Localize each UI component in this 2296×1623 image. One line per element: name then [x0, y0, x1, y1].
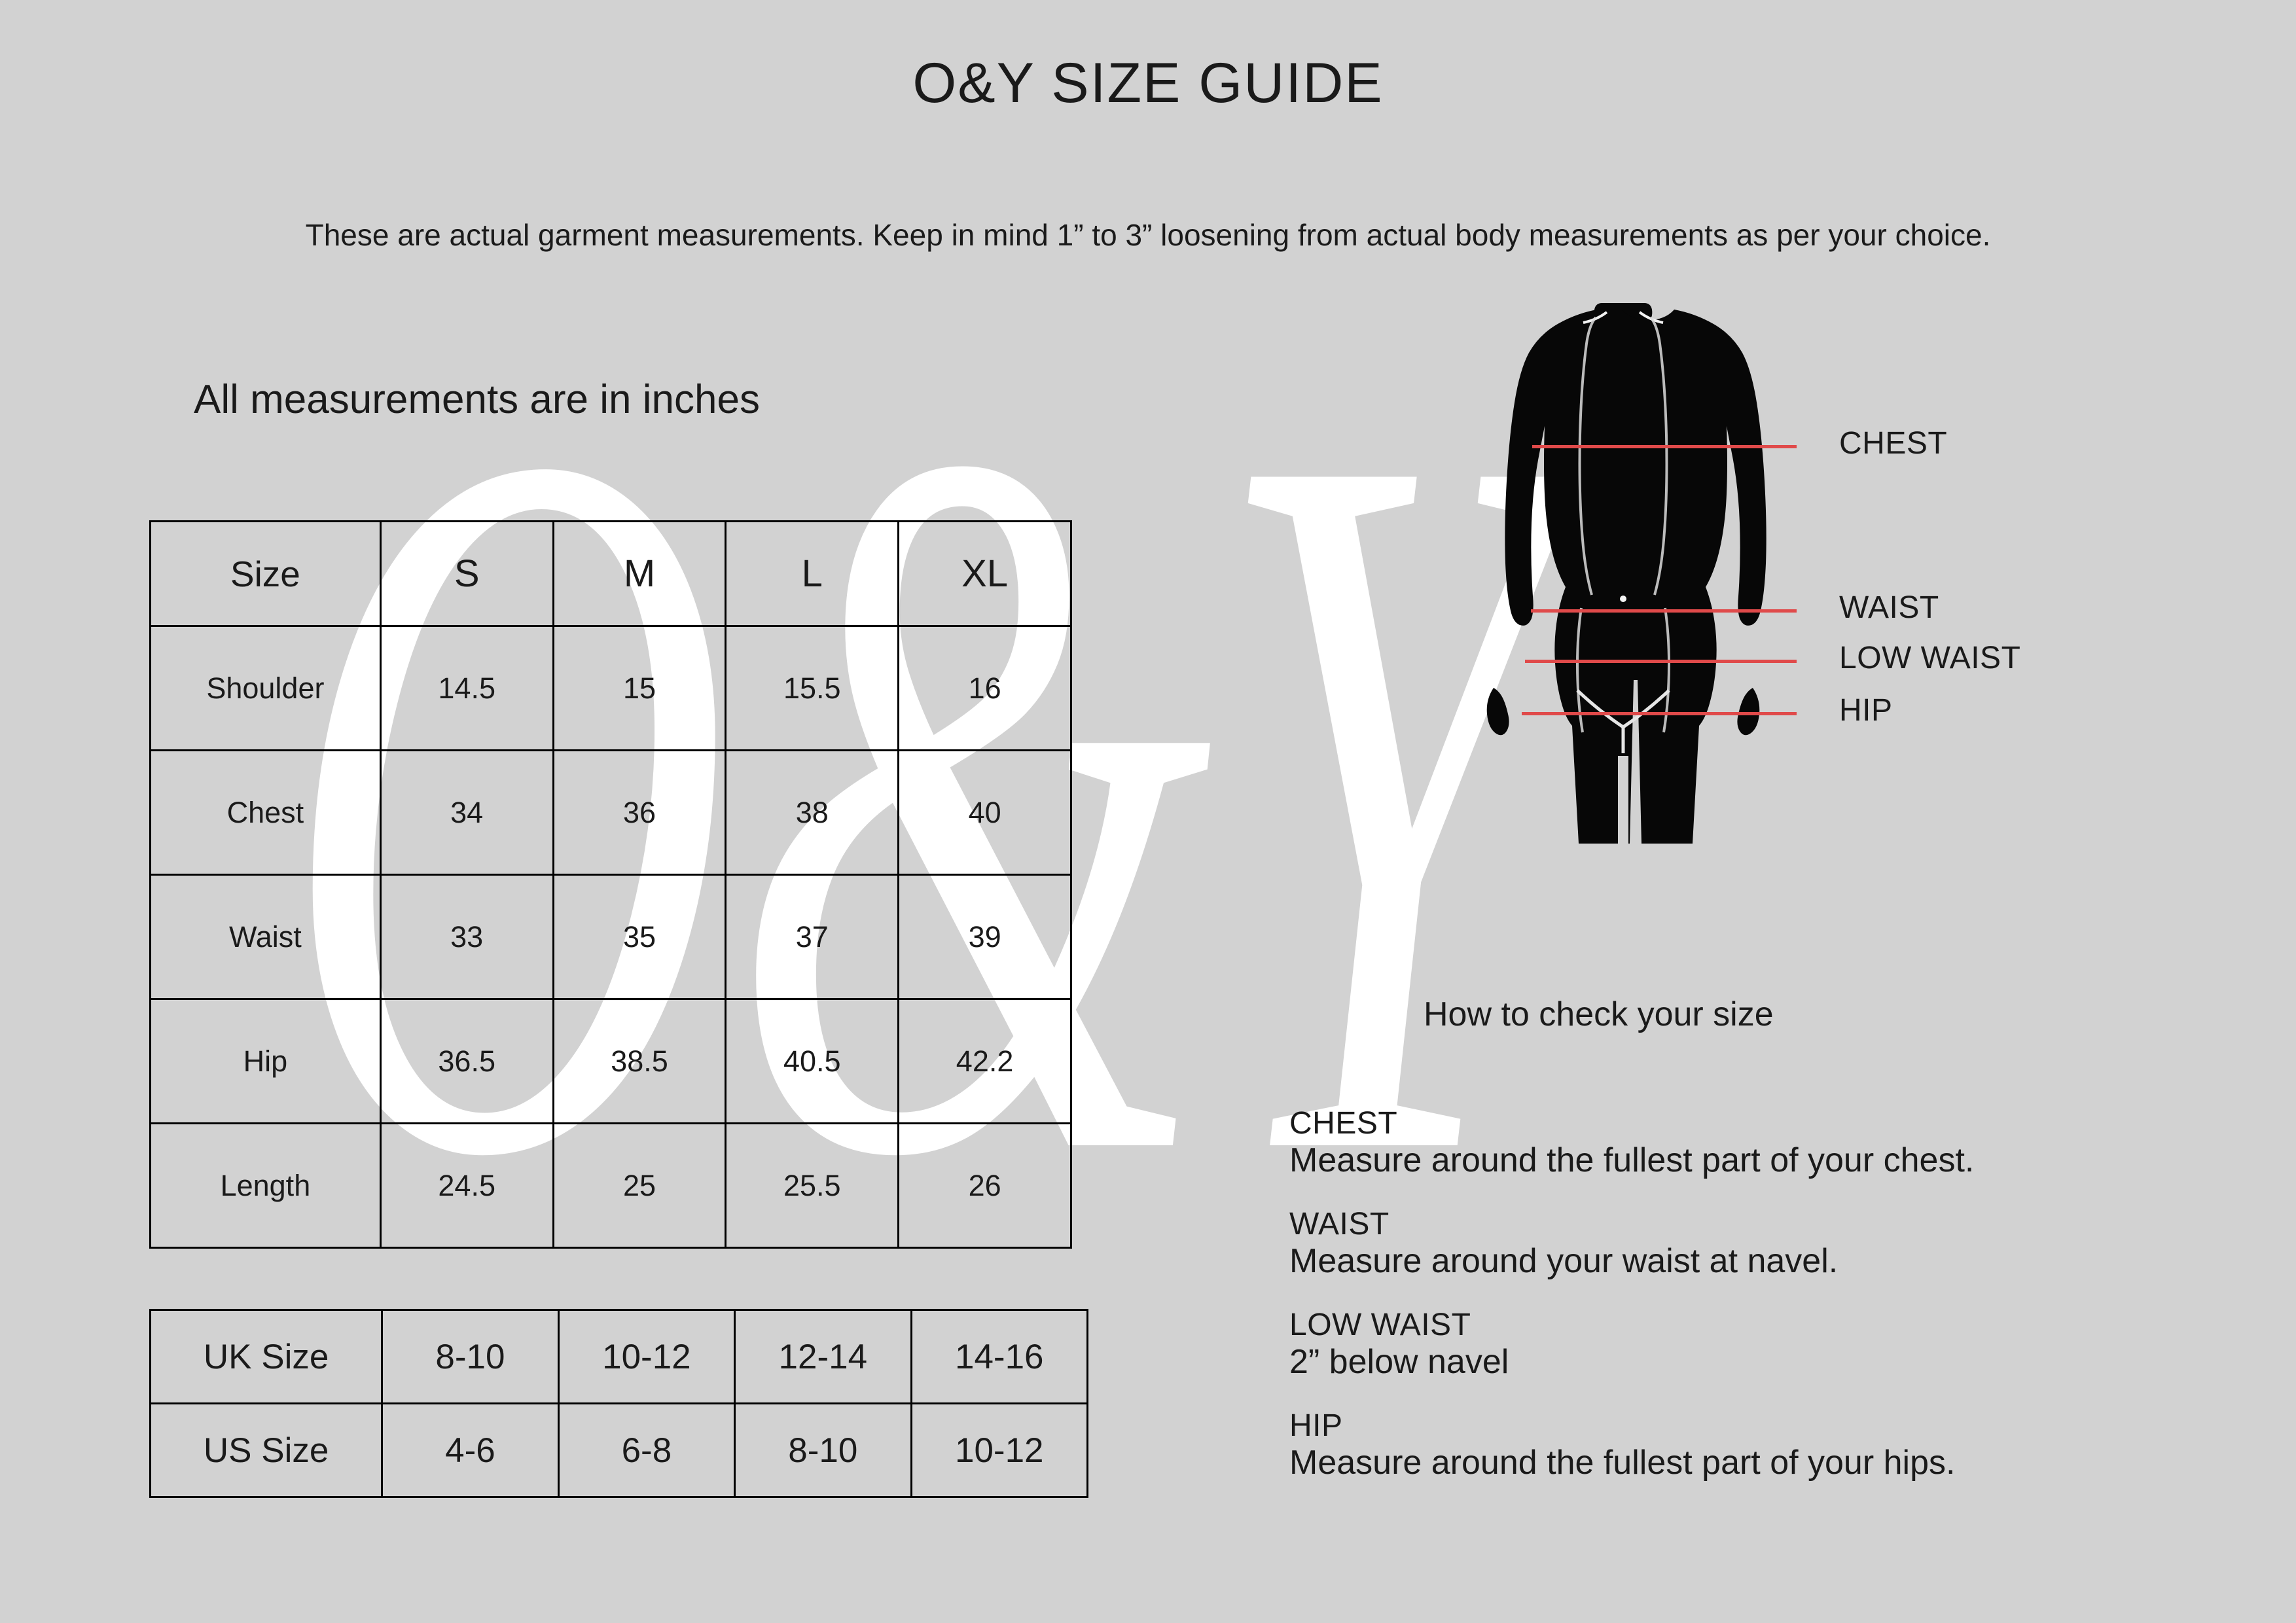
cell-us-s: 4-6 [381, 1402, 560, 1498]
cell-shoulder-s: 14.5 [379, 625, 554, 751]
cell-shoulder-xl: 16 [897, 625, 1072, 751]
howto-list: CHEST Measure around the fullest part of… [1289, 1106, 2271, 1509]
howto-term-waist: WAIST [1289, 1206, 1390, 1241]
table-header-row: Size S M L XL [149, 520, 1072, 627]
table-row: Hip 36.5 38.5 40.5 42.2 [149, 998, 1072, 1124]
cell-length-s: 24.5 [379, 1122, 554, 1249]
callout-label-low-waist: LOW WAIST [1839, 641, 2021, 675]
cell-hip-xl: 42.2 [897, 998, 1072, 1124]
row-label-us-size: US Size [149, 1402, 384, 1498]
cell-uk-xl: 14-16 [910, 1309, 1089, 1404]
row-label-chest: Chest [149, 749, 382, 876]
howto-title: How to check your size [1424, 995, 1774, 1033]
cell-us-m: 6-8 [557, 1402, 736, 1498]
cell-shoulder-l: 15.5 [725, 625, 900, 751]
cell-hip-s: 36.5 [379, 998, 554, 1124]
region-size-table: UK Size 8-10 10-12 12-14 14-16 US Size 4… [149, 1309, 1089, 1498]
table-row: Chest 34 36 38 40 [149, 749, 1072, 876]
cell-waist-m: 35 [552, 874, 727, 1000]
cell-chest-m: 36 [552, 749, 727, 876]
hip-measure-line [1522, 712, 1797, 715]
intro-text: These are actual garment measurements. K… [305, 218, 1991, 252]
column-header-m: M [552, 520, 727, 627]
callout-label-chest: CHEST [1839, 426, 1948, 461]
cell-length-xl: 26 [897, 1122, 1072, 1249]
howto-desc-chest: Measure around the fullest part of your … [1289, 1141, 1975, 1179]
row-label-waist: Waist [149, 874, 382, 1000]
column-header-size: Size [149, 520, 382, 627]
column-header-s: S [379, 520, 554, 627]
table-row: Length 24.5 25 25.5 26 [149, 1122, 1072, 1249]
waist-measure-line [1531, 609, 1797, 613]
cell-us-l: 8-10 [734, 1402, 912, 1498]
howto-item-hip: HIP Measure around the fullest part of y… [1289, 1408, 2271, 1482]
cell-waist-s: 33 [379, 874, 554, 1000]
row-label-uk-size: UK Size [149, 1309, 384, 1404]
cell-waist-xl: 39 [897, 874, 1072, 1000]
cell-hip-m: 38.5 [552, 998, 727, 1124]
table-row: US Size 4-6 6-8 8-10 10-12 [149, 1402, 1089, 1498]
cell-length-l: 25.5 [725, 1122, 900, 1249]
howto-item-low-waist: LOW WAIST 2” below navel [1289, 1308, 2271, 1381]
cell-chest-xl: 40 [897, 749, 1072, 876]
cell-waist-l: 37 [725, 874, 900, 1000]
callout-label-waist: WAIST [1839, 590, 1939, 625]
row-label-hip: Hip [149, 998, 382, 1124]
cell-uk-m: 10-12 [557, 1309, 736, 1404]
cell-uk-l: 12-14 [734, 1309, 912, 1404]
cell-chest-s: 34 [379, 749, 554, 876]
howto-desc-low-waist: 2” below navel [1289, 1342, 1509, 1381]
column-header-l: L [725, 520, 900, 627]
howto-desc-hip: Measure around the fullest part of your … [1289, 1443, 1956, 1482]
cell-uk-s: 8-10 [381, 1309, 560, 1404]
row-label-length: Length [149, 1122, 382, 1249]
body-figure-illustration [1460, 298, 1787, 900]
howto-term-hip: HIP [1289, 1408, 1343, 1443]
table-row: UK Size 8-10 10-12 12-14 14-16 [149, 1309, 1089, 1404]
cell-us-xl: 10-12 [910, 1402, 1089, 1498]
table-row: Waist 33 35 37 39 [149, 874, 1072, 1000]
cell-length-m: 25 [552, 1122, 727, 1249]
cell-shoulder-m: 15 [552, 625, 727, 751]
measurement-table: Size S M L XL Shoulder 14.5 15 15.5 16 C… [149, 520, 1072, 1249]
column-header-xl: XL [897, 520, 1072, 627]
cell-hip-l: 40.5 [725, 998, 900, 1124]
callout-label-hip: HIP [1839, 693, 1893, 728]
howto-term-low-waist: LOW WAIST [1289, 1307, 1471, 1342]
chest-measure-line [1532, 445, 1797, 448]
low-waist-measure-line [1525, 660, 1797, 663]
female-torso-silhouette [1486, 303, 1767, 900]
page-title: O&Y SIZE GUIDE [912, 52, 1384, 115]
howto-term-chest: CHEST [1289, 1106, 1398, 1141]
row-label-shoulder: Shoulder [149, 625, 382, 751]
howto-item-chest: CHEST Measure around the fullest part of… [1289, 1106, 2271, 1179]
units-heading: All measurements are in inches [194, 377, 760, 422]
cell-chest-l: 38 [725, 749, 900, 876]
table-row: Shoulder 14.5 15 15.5 16 [149, 625, 1072, 751]
howto-desc-waist: Measure around your waist at navel. [1289, 1241, 1839, 1280]
howto-item-waist: WAIST Measure around your waist at navel… [1289, 1207, 2271, 1280]
